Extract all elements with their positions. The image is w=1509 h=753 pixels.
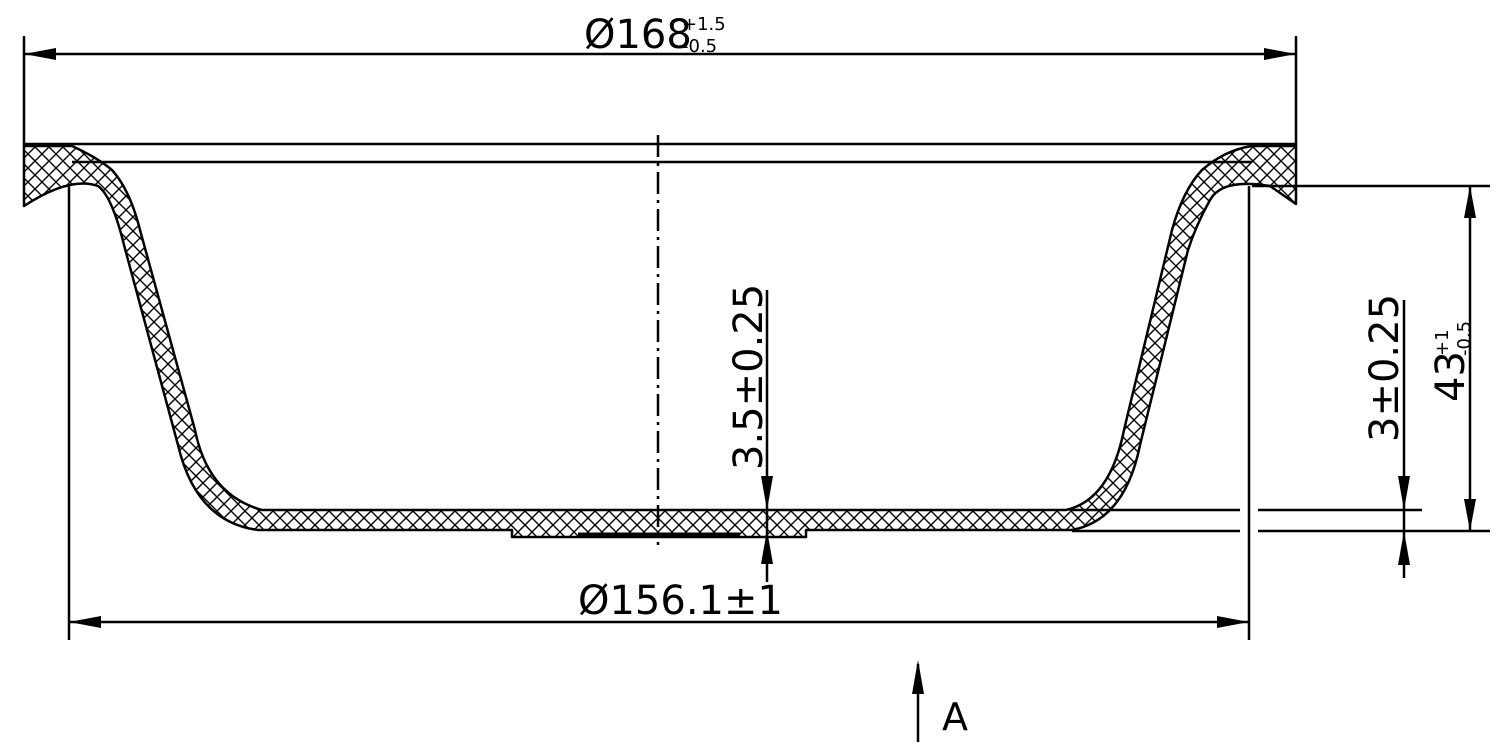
bottom-thickness-dimension [761,290,773,582]
height-lower-tol: -0.5 [1454,321,1475,356]
wall-thickness-value: 3±0.25 [1362,294,1408,442]
bottom-thickness-value: 3.5±0.25 [726,284,772,470]
outer-diameter-arrow-left [24,48,56,60]
wall-thickness-dimension [1398,300,1410,578]
bottom-thickness-arrow-bottom [761,530,773,564]
outer-diameter-dimension [22,36,1298,146]
height-arrow-bottom [1464,499,1476,531]
bottom-diameter-dimension [67,186,1251,640]
right-extension-lines [1072,184,1490,533]
outer-diameter-arrow-right [1264,48,1296,60]
bottom-diameter-value: Ø156.1±1 [578,578,783,624]
wall-thickness-arrow-top [1398,476,1410,510]
bottom-thickness-arrow-top [761,476,773,510]
view-arrow-label: A [942,695,968,739]
outer-diameter-upper-tol: +1.5 [682,14,726,35]
view-arrow [912,660,924,742]
height-dimension [1464,186,1476,531]
view-arrow-head [912,660,924,694]
bowl-wall-hatched [22,144,1298,539]
height-value: 43 [1428,351,1474,402]
wall-thickness-arrow-bottom [1398,531,1410,565]
height-upper-tol: +1 [1432,329,1453,356]
bowl-section [22,142,1298,539]
bottom-diameter-arrow-left [69,616,101,628]
outer-diameter-value: Ø168 [584,12,692,58]
outer-diameter-lower-tol: -0.5 [682,36,717,57]
height-arrow-top [1464,186,1476,218]
bottom-diameter-arrow-right [1217,616,1249,628]
